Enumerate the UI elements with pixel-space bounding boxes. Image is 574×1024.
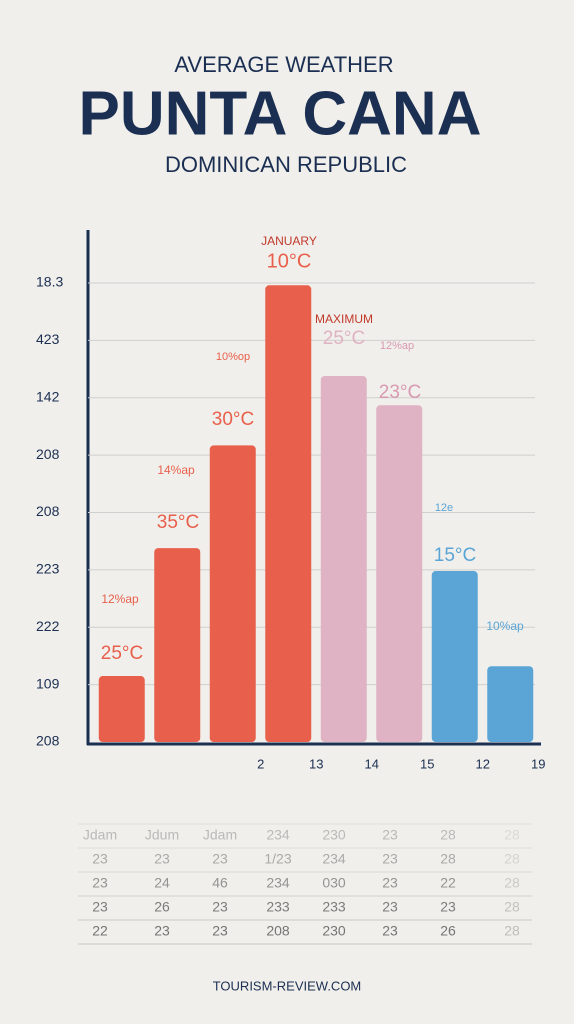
table-cell: 030 xyxy=(322,875,346,891)
x-tick-label: 14 xyxy=(365,756,379,771)
table-cell: 24 xyxy=(154,875,170,891)
y-tick-label: 222 xyxy=(36,618,60,634)
table-cell: 26 xyxy=(440,923,456,939)
table-cell: 26 xyxy=(154,899,170,915)
bar xyxy=(487,666,534,742)
table-cell: 23 xyxy=(212,851,228,867)
supertitle: AVERAGE WEATHER xyxy=(174,52,393,77)
table-cell: 28 xyxy=(504,875,520,891)
table-cell: 23 xyxy=(92,851,108,867)
footer: TOURISM-REVIEW.COM xyxy=(213,978,362,993)
table-cell: 208 xyxy=(266,923,290,939)
bar xyxy=(98,676,145,742)
y-tick-label: 223 xyxy=(36,561,60,577)
table-cell: 23 xyxy=(382,899,398,915)
table-cell: 23 xyxy=(154,851,170,867)
y-tick-label: 208 xyxy=(36,446,60,462)
table-cell: 23 xyxy=(382,923,398,939)
annotation: 14%ap xyxy=(157,463,195,477)
table-cell: 234 xyxy=(266,827,290,843)
table-cell: 233 xyxy=(322,899,346,915)
y-tick-label: 18.3 xyxy=(36,274,63,290)
table-cell: 28 xyxy=(504,851,520,867)
y-tick-label: 109 xyxy=(36,675,60,691)
table-cell: 22 xyxy=(440,875,456,891)
annotation: 25°C xyxy=(101,643,143,664)
annotation: MAXIMUM xyxy=(315,312,373,326)
bar xyxy=(320,375,367,742)
annotation: 35°C xyxy=(157,512,199,533)
table-cell: Jdum xyxy=(145,827,179,843)
table-cell: 23 xyxy=(440,899,456,915)
annotation: 10°C xyxy=(267,250,312,272)
x-tick-label: 15 xyxy=(420,756,434,771)
bar xyxy=(431,571,478,742)
annotation: 12%ap xyxy=(380,340,414,352)
table-cell: 28 xyxy=(504,923,520,939)
bar xyxy=(376,405,423,742)
subtitle: DOMINICAN REPUBLIC xyxy=(165,152,407,177)
annotation: JANUARY xyxy=(261,234,317,248)
table-cell: 28 xyxy=(440,851,456,867)
table-cell: 28 xyxy=(504,899,520,915)
title: PUNTA CANA xyxy=(79,79,482,148)
annotation: 12e xyxy=(435,502,453,514)
annotation: 15°C xyxy=(434,545,476,566)
x-tick-label: 19 xyxy=(531,756,545,771)
table-cell: 23 xyxy=(382,851,398,867)
y-tick-label: 423 xyxy=(36,331,60,347)
y-tick-label: 208 xyxy=(36,733,60,749)
annotation: 23°C xyxy=(379,382,421,403)
annotation: 10%ap xyxy=(486,619,524,633)
table-cell: 233 xyxy=(266,899,290,915)
y-tick-label: 142 xyxy=(36,388,60,404)
table-cell: 23 xyxy=(92,899,108,915)
bar xyxy=(154,548,201,742)
x-tick-label: 13 xyxy=(309,756,323,771)
table-cell: 23 xyxy=(154,923,170,939)
table-cell: 230 xyxy=(322,827,346,843)
annotation: 30°C xyxy=(212,409,254,430)
table-cell: 230 xyxy=(322,923,346,939)
table-cell: 1/23 xyxy=(264,851,291,867)
bar xyxy=(209,445,256,742)
bar xyxy=(265,285,312,742)
x-tick-label: 2 xyxy=(257,756,264,771)
table-cell: Jdam xyxy=(203,827,237,843)
table-cell: 23 xyxy=(382,875,398,891)
table-cell: 22 xyxy=(92,923,108,939)
table-cell: 23 xyxy=(382,827,398,843)
table-cell: 28 xyxy=(440,827,456,843)
annotation: 25°C xyxy=(323,328,365,349)
x-tick-label: 12 xyxy=(476,756,490,771)
table-cell: 46 xyxy=(212,875,228,891)
y-tick-label: 208 xyxy=(36,503,60,519)
annotation: 10%op xyxy=(216,351,250,363)
table-cell: 23 xyxy=(212,923,228,939)
table-cell: 234 xyxy=(322,851,346,867)
table-cell: Jdam xyxy=(83,827,117,843)
table-cell: 28 xyxy=(504,827,520,843)
table-cell: 23 xyxy=(212,899,228,915)
annotation: 12%ap xyxy=(101,592,139,606)
table-cell: 234 xyxy=(266,875,290,891)
table-cell: 23 xyxy=(92,875,108,891)
